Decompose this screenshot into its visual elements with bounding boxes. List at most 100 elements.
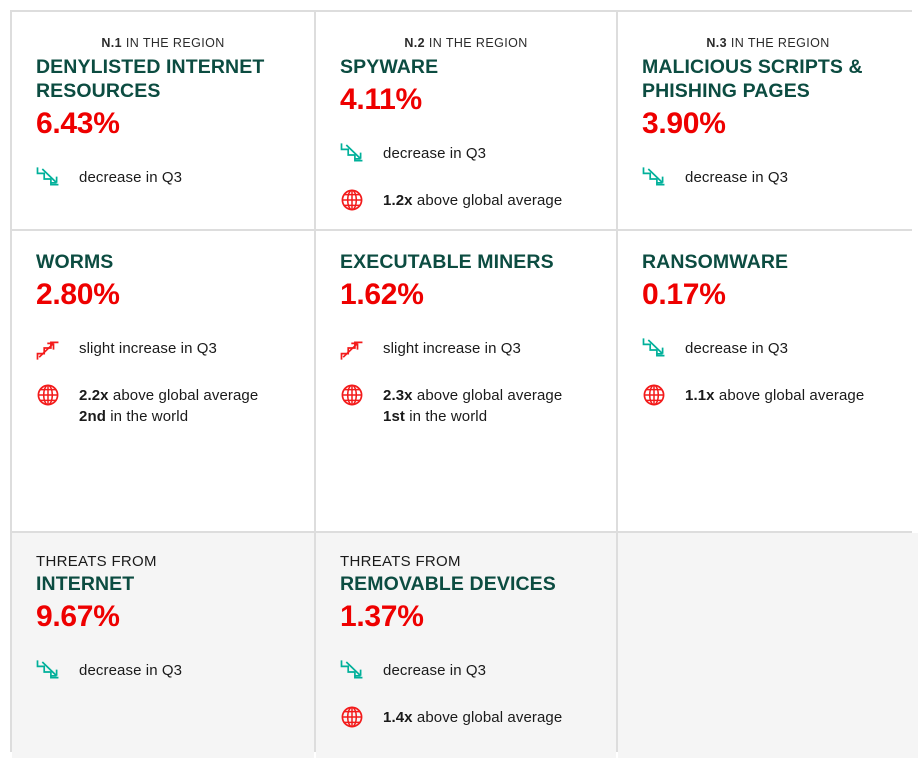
decrease-arrow-icon	[36, 167, 59, 186]
note-icon-wrap	[340, 705, 370, 731]
note-item: decrease in Q3	[36, 658, 290, 684]
stat-cell-removable-devices: THREATS FROM REMOVABLE DEVICES 1.37% decrea…	[316, 533, 616, 758]
note-list: slight increase in Q3 2.3x above global a…	[340, 336, 592, 428]
note-list: slight increase in Q3 2.2x above global a…	[36, 336, 290, 428]
decrease-arrow-icon	[36, 660, 59, 679]
note-item: decrease in Q3	[642, 336, 894, 362]
note-multiplier: 1.4x	[383, 708, 413, 726]
threat-statistics-grid: N.1 IN THE REGION DENYLISTED INTERNET RES…	[10, 10, 918, 758]
note-text: 1.2x above global average	[383, 192, 563, 210]
decrease-arrow-icon	[642, 167, 665, 186]
note-icon-wrap	[36, 658, 66, 684]
stat-cell-denylisted-internet-resources: N.1 IN THE REGION DENYLISTED INTERNET RES…	[12, 12, 314, 229]
note-list: decrease in Q3 1.4x above global average	[340, 658, 592, 731]
note-item: 1.1x above global average	[642, 383, 894, 409]
note-item: 1.2x above global average	[340, 188, 592, 214]
globe-icon	[643, 384, 665, 406]
note-icon-wrap	[642, 336, 672, 362]
note-icon-wrap	[36, 165, 66, 191]
decrease-arrow-icon	[340, 143, 363, 162]
note-icon-wrap	[36, 383, 66, 409]
rank-number: N.2	[404, 36, 426, 50]
note-multiplier: 2.2x	[79, 387, 109, 405]
note-item: slight increase in Q3	[340, 336, 592, 362]
note-world-rank: 1st	[383, 408, 405, 426]
threat-percentage: 9.67%	[36, 599, 120, 633]
note-list: decrease in Q3 1.2x above global average	[340, 141, 592, 214]
note-list: decrease in Q3	[36, 165, 290, 191]
note-item: decrease in Q3	[642, 165, 894, 191]
note-text: 2.3x above global average 1st in the worl…	[383, 383, 562, 428]
threat-title: DENYLISTED INTERNET RESOURCES	[36, 56, 265, 102]
note-secondary-line: 2nd in the world	[79, 408, 189, 426]
threat-title: REMOVABLE DEVICES	[340, 572, 556, 595]
stat-cell-ransomware: RANSOMWARE 0.17% decrease in Q3 1.1x above …	[618, 231, 918, 531]
note-world-rank: 2nd	[79, 408, 106, 426]
stat-cell-malicious-scripts-phishing-pages: N.3 IN THE REGION MALICIOUS SCRIPTS & PHI…	[618, 12, 918, 229]
threat-percentage: 4.11%	[340, 82, 422, 116]
note-text: slight increase in Q3	[79, 340, 218, 358]
note-text: slight increase in Q3	[383, 340, 522, 358]
threat-title: WORMS	[36, 251, 114, 273]
note-icon-wrap	[36, 336, 66, 362]
rank-scope: IN THE REGION	[125, 36, 225, 50]
threat-title: RANSOMWARE	[642, 251, 789, 273]
globe-icon	[37, 384, 59, 406]
note-list: decrease in Q3	[36, 658, 290, 684]
decrease-arrow-icon	[642, 338, 665, 357]
note-icon-wrap	[340, 658, 370, 684]
globe-icon	[341, 384, 363, 406]
stat-cell-executable-miners: EXECUTABLE MINERS 1.62% slight increase in…	[316, 231, 616, 531]
threat-title: SPYWARE	[340, 56, 439, 78]
note-text: decrease in Q3	[383, 661, 487, 679]
note-icon-wrap	[642, 383, 672, 409]
note-item: decrease in Q3	[340, 658, 592, 684]
note-text: 1.4x above global average	[383, 708, 563, 726]
threat-title: EXECUTABLE MINERS	[340, 251, 554, 273]
rank-scope: IN THE REGION	[428, 36, 528, 50]
stat-cell-internet: THREATS FROM INTERNET 9.67% decrease in Q3	[12, 533, 314, 758]
note-multiplier: 1.2x	[383, 192, 413, 210]
note-item: 1.4x above global average	[340, 705, 592, 731]
increase-arrow-icon	[340, 341, 363, 360]
note-icon-wrap	[642, 165, 672, 191]
note-item: 2.2x above global average 2nd in the worl…	[36, 383, 290, 428]
note-multiplier: 1.1x	[685, 387, 715, 405]
rank-number: N.1	[101, 36, 123, 50]
stat-cell-spyware: N.2 IN THE REGION SPYWARE 4.11% decrease in…	[316, 12, 616, 229]
note-icon-wrap	[340, 336, 370, 362]
note-icon-wrap	[340, 141, 370, 167]
note-item: 2.3x above global average 1st in the worl…	[340, 383, 592, 428]
note-text: decrease in Q3	[383, 145, 487, 163]
rank-line: N.1 IN THE REGION	[36, 36, 290, 50]
threat-source-eyebrow: THREATS FROM	[36, 553, 157, 570]
threat-percentage: 0.17%	[642, 277, 726, 311]
note-multiplier: 2.3x	[383, 387, 413, 405]
note-text: decrease in Q3	[79, 661, 183, 679]
note-text: decrease in Q3	[685, 168, 789, 186]
note-text: decrease in Q3	[79, 168, 183, 186]
globe-icon	[341, 706, 363, 728]
note-icon-wrap	[340, 383, 370, 409]
note-icon-wrap	[340, 188, 370, 214]
threat-percentage: 6.43%	[36, 106, 120, 140]
threat-percentage: 1.37%	[340, 599, 424, 633]
threat-percentage: 3.90%	[642, 106, 726, 140]
stat-cell-worms: WORMS 2.80% slight increase in Q3 2.2x abov…	[12, 231, 314, 531]
decrease-arrow-icon	[340, 660, 363, 679]
note-text: 2.2x above global average 2nd in the worl…	[79, 383, 258, 428]
threat-source-eyebrow: THREATS FROM	[340, 553, 461, 570]
threat-percentage: 2.80%	[36, 277, 120, 311]
rank-number: N.3	[706, 36, 728, 50]
stat-cell-empty	[618, 533, 918, 758]
note-secondary-line: 1st in the world	[383, 408, 488, 426]
note-text: decrease in Q3	[685, 340, 789, 358]
rank-scope: IN THE REGION	[730, 36, 830, 50]
note-item: decrease in Q3	[36, 165, 290, 191]
globe-icon	[341, 189, 363, 211]
threat-percentage: 1.62%	[340, 277, 424, 311]
rank-line: N.3 IN THE REGION	[642, 36, 894, 50]
note-item: decrease in Q3	[340, 141, 592, 167]
rank-line: N.2 IN THE REGION	[340, 36, 592, 50]
threat-title: MALICIOUS SCRIPTS & PHISHING PAGES	[642, 56, 863, 102]
